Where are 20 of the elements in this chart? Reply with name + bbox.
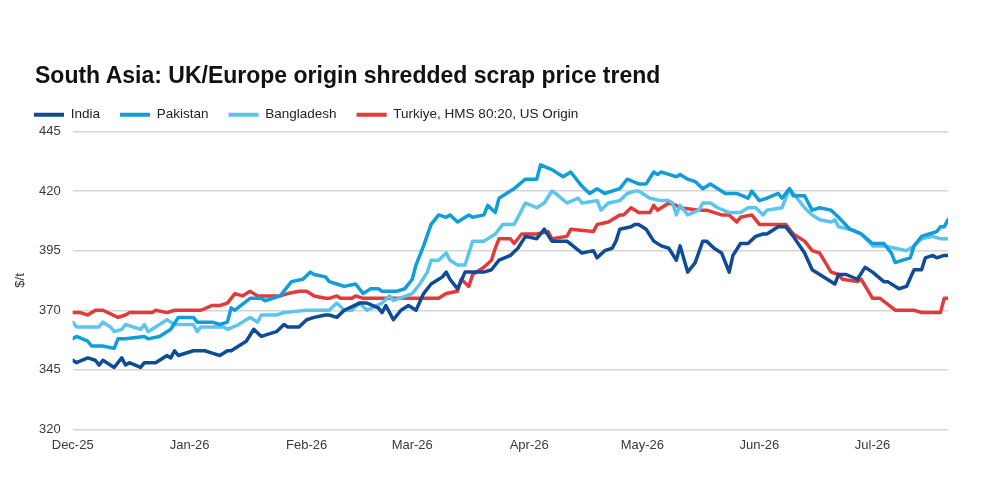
y-axis-title: $/t [12,272,28,288]
chart-title: South Asia: UK/Europe origin shredded scrap price trend [35,62,661,89]
x-tick-label: Jun-26 [739,436,780,452]
legend-label: Pakistan [156,106,209,122]
legend-label: India [70,106,101,122]
x-tick-label: Mar-26 [391,436,433,452]
legend-label: Bangladesh [265,106,337,122]
y-tick-label: 445 [38,123,61,139]
legend-label: Turkiye, HMS 80:20, US Origin [393,106,579,122]
y-tick-label: 320 [38,420,61,436]
y-tick-label: 395 [38,242,61,258]
x-tick-label: Jan-26 [169,436,210,452]
y-tick-label: 345 [38,361,61,377]
x-tick-label: Dec-25 [51,436,94,452]
y-tick-label: 370 [38,301,61,317]
x-tick-label: Jul-26 [854,436,891,452]
x-tick-label: Apr-26 [509,436,549,452]
x-tick-label: May-26 [620,436,665,452]
x-tick-label: Feb-26 [286,436,328,452]
y-tick-label: 420 [38,182,61,198]
